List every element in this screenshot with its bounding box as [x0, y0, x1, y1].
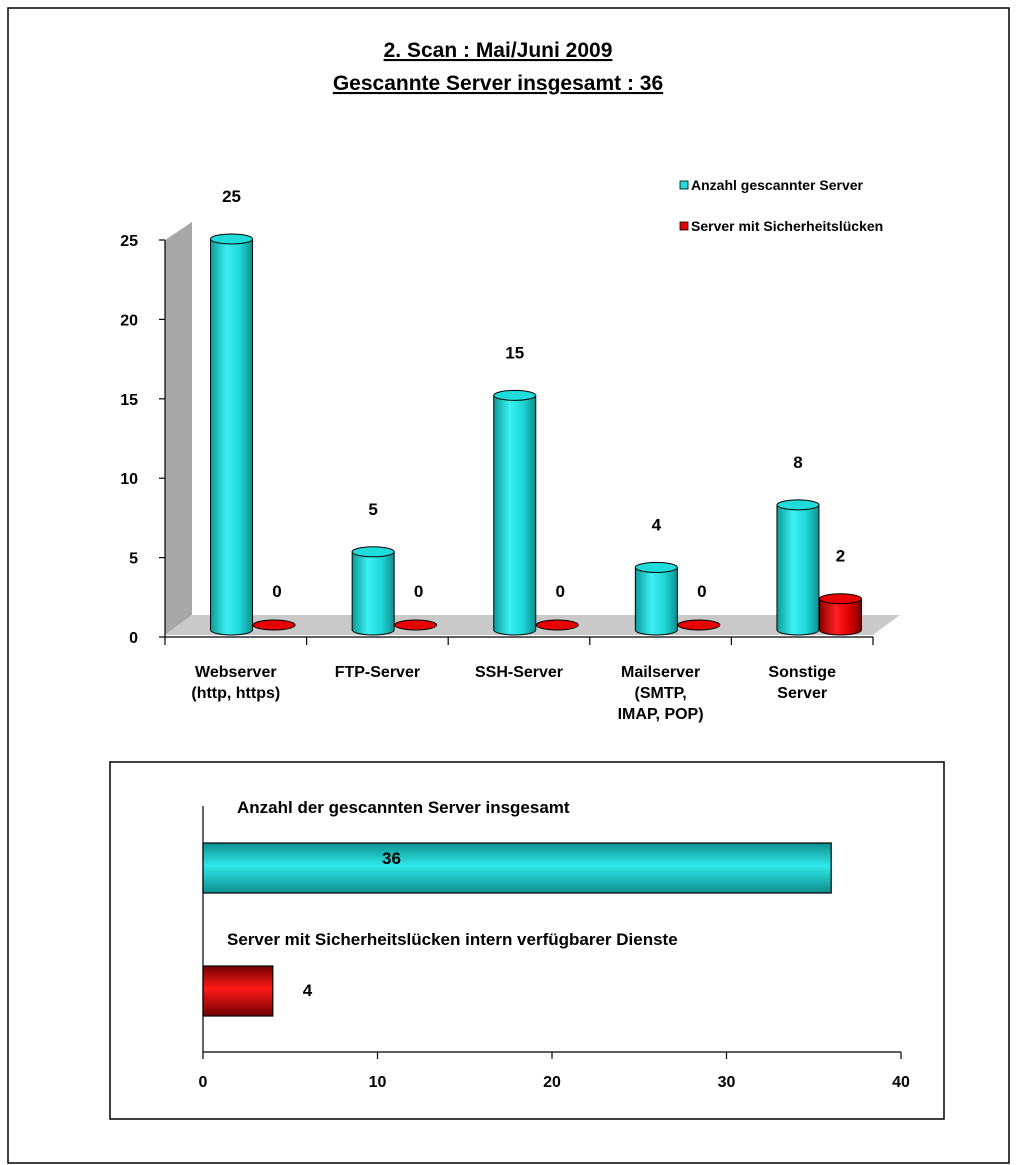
- summary-bar-label: Anzahl der gescannten Server insgesamt: [237, 798, 570, 817]
- y-ticks: 0 5 10 15 20 25: [120, 233, 165, 647]
- summary-x-tick-label: 40: [892, 1074, 910, 1091]
- cylinder-body: [818, 598, 862, 636]
- category-label: Sonstige Server: [768, 664, 836, 702]
- chart-subtitle: Gescannte Server insgesamt : 36: [333, 72, 663, 95]
- cylinder-flat: [535, 619, 579, 631]
- cylinder-top: [818, 593, 862, 605]
- y-tick-label: 25: [120, 233, 138, 250]
- data-label: 0: [697, 582, 706, 601]
- summary-x-tick-label: 30: [718, 1074, 736, 1091]
- summary-x-tick-label: 10: [369, 1074, 387, 1091]
- back-wall: [165, 222, 192, 635]
- summary-value-label: 36: [382, 849, 401, 868]
- y-tick-label: 20: [120, 312, 138, 329]
- cylinder-top: [634, 561, 678, 573]
- y-tick-label: 0: [129, 630, 138, 647]
- summary-chart-frame: [109, 761, 945, 1120]
- y-tick-label: 15: [120, 392, 138, 409]
- data-label: 0: [414, 582, 423, 601]
- chart-title: 2. Scan : Mai/Juni 2009: [384, 39, 613, 62]
- data-label: 8: [793, 453, 802, 472]
- summary-bar: [202, 842, 832, 894]
- legend: Anzahl gescannter Server Server mit Sich…: [679, 177, 883, 234]
- cylinder-top: [351, 546, 395, 558]
- cylinder-body: [210, 238, 254, 636]
- data-label: 4: [652, 515, 662, 534]
- cylinder-flat: [394, 619, 438, 631]
- summary-bars: Anzahl der gescannten Server insgesamt 36…: [202, 798, 832, 1017]
- data-label: 5: [368, 500, 377, 519]
- legend-swatch-vulnerable: [679, 221, 689, 231]
- cylinder-bars: 25 0 5 0 15 0 4 0 8 2: [210, 187, 862, 636]
- cylinder-body: [776, 504, 820, 636]
- category-label: Mailserver (SMTP, IMAP, POP): [618, 664, 704, 723]
- cylinder-flat: [677, 619, 721, 631]
- summary-bar: [202, 965, 274, 1017]
- x-ticks: [164, 637, 874, 645]
- legend-label-scanned: Anzahl gescannter Server: [691, 177, 864, 193]
- cylinder-body: [351, 551, 395, 636]
- cylinder-body: [634, 566, 678, 636]
- summary-bar-label: Server mit Sicherheitslücken intern verf…: [227, 930, 678, 949]
- category-label: Webserver (http, https): [191, 664, 280, 702]
- data-label: 0: [555, 582, 564, 601]
- data-label: 2: [836, 547, 845, 566]
- y-tick-label: 5: [129, 551, 138, 568]
- cylinder-top: [776, 499, 820, 511]
- data-label: 25: [222, 187, 241, 206]
- data-label: 0: [272, 582, 281, 601]
- legend-label-vulnerable: Server mit Sicherheitslücken: [691, 218, 883, 234]
- category-labels: Webserver (http, https) FTP-Server SSH-Serv…: [191, 664, 836, 723]
- category-label: SSH-Server: [475, 664, 563, 681]
- summary-x-tick-label: 0: [199, 1074, 208, 1091]
- category-label: FTP-Server: [335, 664, 420, 681]
- summary-value-label: 4: [303, 981, 313, 1000]
- summary-x-ticks: 0 10 20 30 40: [199, 1052, 910, 1091]
- cylinder-body: [493, 394, 537, 636]
- summary-x-tick-label: 20: [543, 1074, 561, 1091]
- cylinder-top: [493, 389, 537, 401]
- y-tick-label: 10: [120, 471, 138, 488]
- cylinder-top: [210, 233, 254, 245]
- data-label: 15: [505, 343, 524, 362]
- legend-swatch-scanned: [679, 180, 689, 190]
- cylinder-flat: [252, 619, 296, 631]
